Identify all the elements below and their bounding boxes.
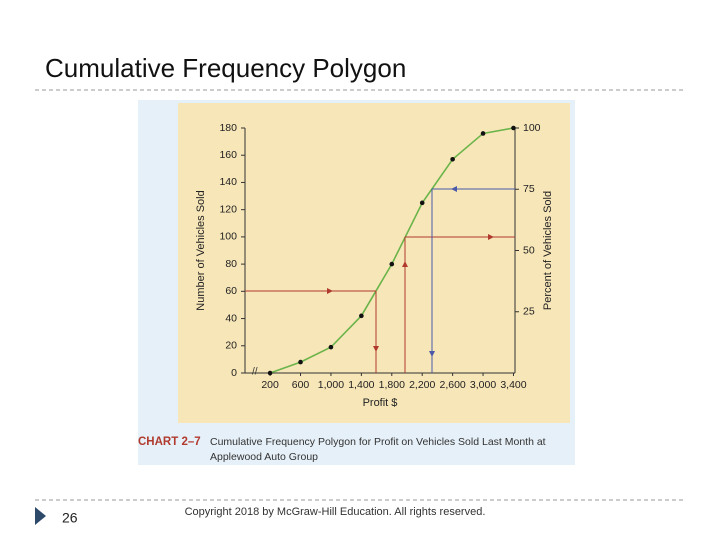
y-tick-label: 120 <box>219 203 237 215</box>
y2-tick-label: 75 <box>523 183 535 195</box>
y-tick-label: 180 <box>219 122 237 134</box>
y-tick-label: 20 <box>225 340 237 352</box>
page-number: 26 <box>62 510 78 526</box>
data-point <box>511 125 516 131</box>
data-point <box>359 313 364 319</box>
y-tick-label: 140 <box>219 176 237 188</box>
axis-break: // <box>252 367 258 378</box>
y2-tick-label: 50 <box>523 244 535 256</box>
x-tick-label: 1,800 <box>379 379 405 391</box>
bullet <box>35 507 46 525</box>
caption: Applewood Auto Group <box>210 451 318 463</box>
y2-axis-label: Percent of Vehicles Sold <box>542 191 554 310</box>
reference-lines <box>245 189 515 373</box>
caption: Cumulative Frequency Polygon for Profit … <box>210 436 546 448</box>
y2-tick-label: 25 <box>523 306 535 318</box>
data-point <box>450 157 455 162</box>
y-axis-label: Number of Vehicles Sold <box>195 190 207 310</box>
y-tick-label: 40 <box>225 312 237 324</box>
x-axis-label: Profit $ <box>363 397 398 409</box>
data-point <box>298 359 303 365</box>
x-tick-label: 1,400 <box>348 379 374 391</box>
x-tick-label: 200 <box>261 379 279 391</box>
x-tick-label: 1,000 <box>318 379 344 391</box>
y-tick-label: 0 <box>231 367 237 379</box>
plot-panel <box>178 103 570 423</box>
y-tick-label: 100 <box>219 231 237 243</box>
x-tick-label: 600 <box>292 379 310 391</box>
x-tick-label: 2,200 <box>409 379 435 391</box>
data-point <box>480 131 486 136</box>
copyright: Copyright 2018 by McGraw-Hill Education.… <box>185 506 486 518</box>
y-tick-label: 160 <box>219 149 237 161</box>
data-point <box>267 370 273 376</box>
x-tick-label: 3,400 <box>500 379 526 391</box>
x-tick-label: 2,600 <box>439 379 465 391</box>
x-tick-label: 3,000 <box>470 379 496 391</box>
slide-title: Cumulative Frequency Polygon <box>45 53 406 83</box>
data-point <box>419 200 425 206</box>
y-tick-label: 60 <box>225 285 237 297</box>
y2-tick-label: 100 <box>523 122 541 134</box>
y-tick-label: 80 <box>225 258 237 270</box>
plot: 0 20 40 60 80 100 120 140 160 180 25 50 75 100 200 600 1… <box>195 122 554 409</box>
data-point <box>328 344 334 350</box>
caption-label: CHART 2–7 <box>138 436 201 448</box>
data-point <box>389 261 395 267</box>
